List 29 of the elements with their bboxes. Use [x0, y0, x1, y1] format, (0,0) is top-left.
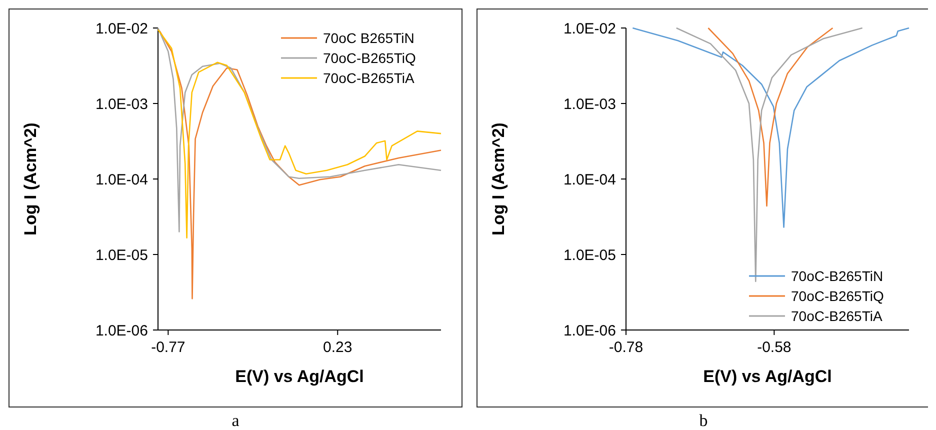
y-tick-label: 1.0E-06: [95, 322, 148, 340]
line-series: [159, 30, 442, 300]
x-tick-label: -0.58: [757, 339, 792, 356]
text: b: [699, 411, 708, 430]
y-tick-label: 1.0E-03: [95, 96, 148, 113]
x-axis-title: E(V) vs Ag/AgCl: [235, 367, 364, 386]
y-axis-title: Log I (Acm^2): [21, 122, 40, 236]
legend-label: 70oC-B265TiQ: [323, 50, 416, 66]
x-tick-label: -0.78: [608, 339, 644, 356]
y-tick-label: 1.0E-02: [563, 20, 616, 38]
y-tick-label: 1.0E-05: [563, 246, 616, 264]
y-tick-label: 1.0E-04: [95, 171, 148, 188]
y-tick-label: 1.0E-05: [95, 246, 148, 264]
x-tick-label: -0.77: [151, 339, 186, 356]
line-series: [632, 27, 910, 228]
y-tick-label: 1.0E-06: [563, 322, 616, 340]
legend-label: 70oC-B265TiA: [323, 70, 415, 86]
y-tick-label: 1.0E-04: [563, 171, 616, 188]
legend-label: 70oC-B265TiN: [791, 268, 884, 284]
line-series: [708, 27, 834, 207]
x-axis-title: E(V) vs Ag/AgCl: [703, 367, 832, 386]
legend-label: 70oC B265TiN: [323, 30, 414, 46]
legend-label: 70oC-B265TiA: [791, 308, 883, 324]
text: a: [232, 411, 240, 430]
y-tick-label: 1.0E-03: [563, 96, 616, 113]
legend-label: 70oC-B265TiQ: [791, 288, 884, 304]
x-tick-label: 0.23: [323, 339, 352, 356]
y-tick-label: 1.0E-02: [95, 20, 148, 38]
y-axis-title: Log I (Acm^2): [489, 122, 508, 236]
